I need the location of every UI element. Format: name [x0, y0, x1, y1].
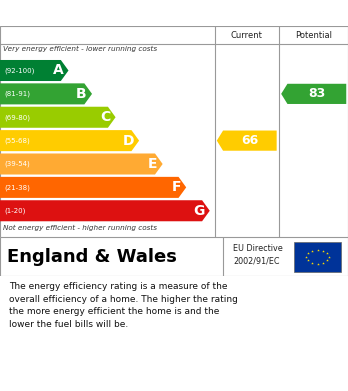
- Polygon shape: [0, 83, 92, 104]
- Polygon shape: [0, 177, 186, 198]
- Text: (1-20): (1-20): [4, 208, 25, 214]
- Text: A: A: [53, 63, 63, 77]
- Polygon shape: [0, 200, 210, 221]
- Polygon shape: [0, 107, 116, 128]
- Text: G: G: [193, 204, 205, 218]
- Text: D: D: [122, 134, 134, 148]
- Text: F: F: [172, 180, 181, 194]
- Bar: [294, 242, 341, 272]
- Text: 83: 83: [308, 87, 325, 100]
- Text: The energy efficiency rating is a measure of the
overall efficiency of a home. T: The energy efficiency rating is a measur…: [9, 282, 238, 329]
- Text: Current: Current: [231, 30, 263, 39]
- Text: Very energy efficient - lower running costs: Very energy efficient - lower running co…: [3, 46, 158, 52]
- Text: England & Wales: England & Wales: [7, 248, 177, 266]
- Polygon shape: [217, 131, 277, 151]
- Text: (69-80): (69-80): [4, 114, 30, 120]
- Text: (39-54): (39-54): [4, 161, 30, 167]
- Polygon shape: [0, 60, 69, 81]
- Text: C: C: [100, 110, 110, 124]
- Text: (55-68): (55-68): [4, 137, 30, 144]
- Text: Energy Efficiency Rating: Energy Efficiency Rating: [69, 5, 279, 21]
- Text: (21-38): (21-38): [4, 184, 30, 191]
- Text: B: B: [76, 87, 87, 101]
- Polygon shape: [0, 130, 139, 151]
- Text: (92-100): (92-100): [4, 67, 34, 74]
- Text: (81-91): (81-91): [4, 91, 30, 97]
- Text: E: E: [148, 157, 157, 171]
- Text: 66: 66: [241, 134, 259, 147]
- Text: Not energy efficient - higher running costs: Not energy efficient - higher running co…: [3, 225, 158, 231]
- Text: Potential: Potential: [295, 30, 332, 39]
- Text: EU Directive
2002/91/EC: EU Directive 2002/91/EC: [233, 244, 283, 265]
- Polygon shape: [0, 154, 163, 174]
- Polygon shape: [281, 84, 346, 104]
